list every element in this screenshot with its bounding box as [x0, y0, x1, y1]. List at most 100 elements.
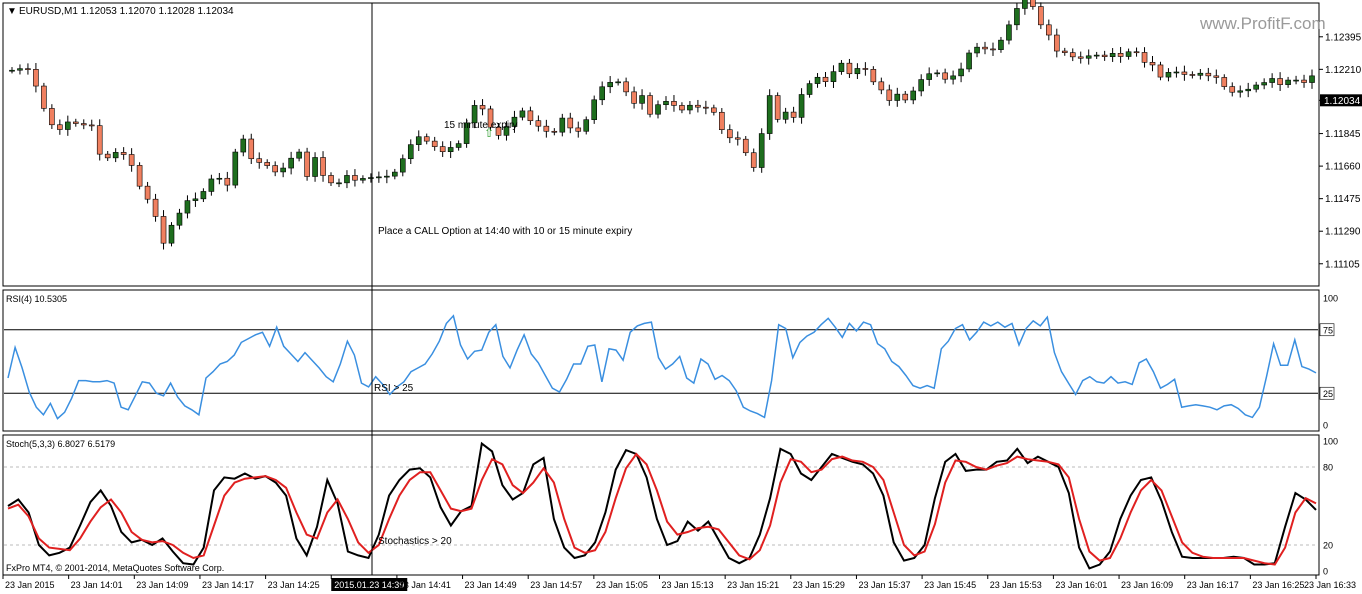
candle — [1213, 69, 1220, 84]
candle — [1125, 48, 1132, 60]
candle — [511, 110, 518, 133]
candle — [296, 148, 302, 162]
candle — [1221, 74, 1228, 90]
candle — [368, 173, 374, 183]
stochastic-indicator: 100 80 20 0 — [4, 437, 1338, 577]
candle — [1149, 55, 1156, 72]
candle — [224, 171, 231, 192]
candle — [192, 192, 199, 207]
candle — [966, 49, 972, 73]
call-annotation: Place a CALL Option at 14:40 with 10 or … — [378, 226, 632, 237]
candle — [264, 159, 271, 169]
candle — [399, 154, 406, 177]
indicator-tick-label: 0 — [1323, 567, 1328, 577]
candle — [719, 108, 725, 134]
candle — [503, 121, 510, 141]
candle — [208, 174, 215, 196]
price-tick-label: 1.11660 — [1325, 162, 1361, 173]
time-tick-label: 23 Jan 15:53 — [990, 580, 1042, 590]
candle — [894, 87, 901, 107]
candle — [607, 76, 613, 94]
candle — [495, 123, 502, 140]
price-panel[interactable] — [2, 2, 1320, 287]
time-tick-label: 23 Jan 16:17 — [1187, 580, 1239, 590]
chart-menu-icon[interactable]: ▼ — [7, 6, 17, 17]
candle — [846, 58, 853, 78]
candle — [439, 141, 446, 157]
candle — [623, 77, 629, 97]
candle — [1261, 78, 1267, 90]
candle — [41, 82, 47, 112]
candle — [96, 119, 103, 161]
candle — [256, 152, 263, 169]
time-tick-label: 23 Jan 15:13 — [662, 580, 714, 590]
candle — [591, 95, 598, 124]
candle — [184, 195, 191, 219]
watermark: www.ProfitF.com — [1199, 14, 1326, 33]
candle — [128, 148, 135, 172]
candle — [65, 115, 71, 136]
candle — [679, 102, 685, 114]
candle — [1237, 85, 1244, 98]
candle — [160, 210, 167, 250]
candle — [1061, 47, 1068, 56]
candle — [9, 67, 15, 74]
candle — [1157, 61, 1164, 81]
candle — [471, 100, 478, 129]
candle — [758, 128, 765, 173]
candle — [1309, 69, 1315, 89]
indicator-tick-label: 20 — [1323, 541, 1333, 551]
candle — [639, 89, 645, 110]
candle — [695, 99, 701, 113]
candle — [1093, 51, 1100, 59]
candle — [1165, 68, 1172, 82]
candle — [392, 168, 398, 180]
candle — [280, 162, 286, 178]
candle — [112, 148, 119, 163]
candle — [567, 112, 574, 134]
time-tick-label: 23 Jan 14:17 — [202, 580, 254, 590]
indicator-tick-label: 80 — [1323, 463, 1333, 473]
candle — [671, 95, 677, 112]
rsi-line — [7, 314, 1317, 420]
indicator-tick-label: 75 — [1323, 325, 1333, 335]
candle — [1022, 0, 1028, 15]
candle — [144, 181, 151, 204]
price-axis: 1.12395 1.12210 1.12034 1.11845 1.11660 1.114… — [1319, 32, 1362, 270]
time-tick-label: 23 Jan 14:09 — [136, 580, 188, 590]
buy-arrow-icon: ⇧ — [484, 126, 494, 140]
candle — [950, 70, 956, 85]
candle — [782, 107, 789, 124]
time-tick-label: 23 Jan 15:21 — [727, 580, 779, 590]
candle — [200, 188, 207, 203]
candle — [463, 118, 470, 148]
candle — [288, 151, 294, 175]
stoch-signal-line — [7, 452, 1317, 566]
candle — [1085, 49, 1092, 65]
candle — [838, 60, 845, 75]
expiry-annotation: 15 minute expiry — [444, 120, 517, 131]
time-tick-label: 23 Jan 14:01 — [71, 580, 123, 590]
candle — [447, 141, 454, 159]
candle — [216, 172, 223, 185]
candle — [1053, 28, 1060, 58]
candle — [918, 74, 925, 97]
candle — [734, 131, 741, 146]
candle — [527, 106, 534, 125]
last-price-marker — [1320, 94, 1362, 107]
candle — [312, 152, 318, 182]
time-tick-label: 23 Jan 16:09 — [1121, 580, 1173, 590]
candle — [352, 169, 358, 187]
candle — [711, 104, 717, 116]
candle — [240, 134, 247, 157]
time-tick-label: 23 Jan 16:33 — [1304, 580, 1356, 590]
candle — [926, 67, 932, 86]
candle — [320, 151, 326, 182]
candle — [878, 77, 885, 95]
candle — [33, 63, 39, 93]
candle — [726, 124, 733, 144]
candle — [631, 86, 637, 109]
candle — [575, 121, 582, 138]
candle — [479, 99, 486, 116]
